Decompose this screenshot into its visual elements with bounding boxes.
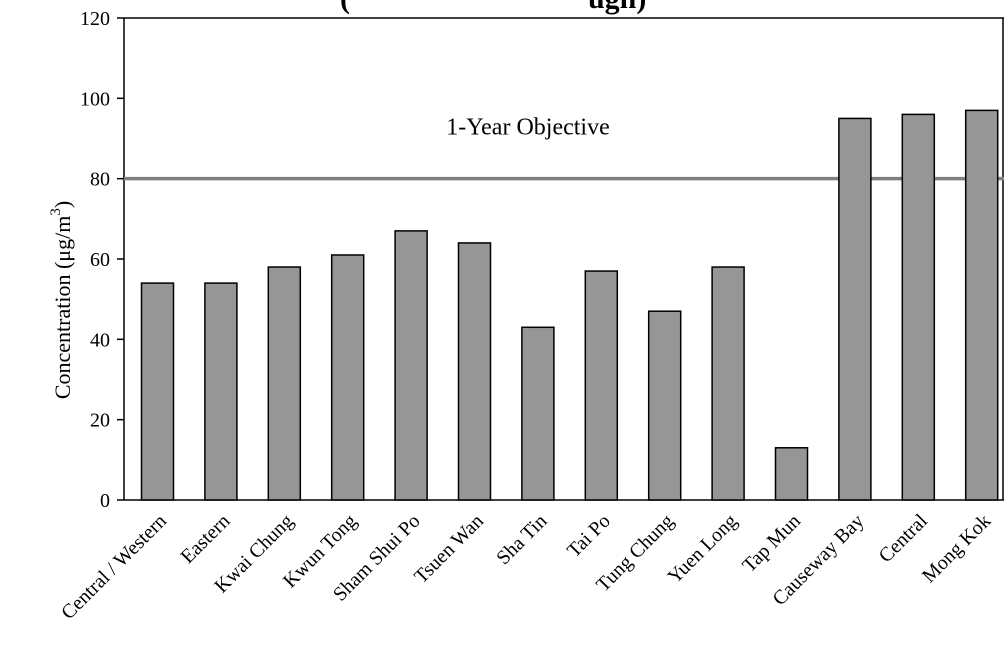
- bar: [964, 109, 999, 501]
- bar: [647, 310, 682, 501]
- x-tick-label: Mong Kok: [918, 510, 995, 587]
- x-tick-label: Yuen Long: [664, 510, 742, 588]
- y-tick-label: 60: [90, 249, 110, 271]
- y-tick-label: 20: [90, 410, 110, 432]
- reference-line-label: 1-Year Objective: [446, 114, 610, 140]
- chart-title-fragment: (: [340, 0, 350, 15]
- bar: [267, 266, 302, 501]
- bar: [394, 230, 428, 501]
- x-tick-label: Sha Tin: [492, 510, 551, 569]
- bar: [204, 282, 238, 501]
- x-tick-label: Central / Western: [57, 510, 171, 624]
- bar: [711, 266, 745, 501]
- chart-title-fragment-end: ugh): [588, 0, 646, 15]
- y-axis-title: Concentration (μg/m3): [48, 201, 75, 399]
- y-axis-ticks: 0 20 40 60 80 100 120: [80, 8, 124, 512]
- x-tick-label: Central: [875, 510, 932, 567]
- y-tick-label: 40: [90, 329, 110, 351]
- y-axis-title-close: ): [50, 201, 75, 208]
- bar: [901, 113, 936, 501]
- y-tick-label: 0: [100, 490, 110, 512]
- bar: [457, 242, 492, 501]
- x-tick-label: Tai Po: [563, 510, 615, 562]
- bar: [838, 117, 872, 501]
- y-tick-label: 120: [80, 8, 110, 30]
- bar: [584, 270, 619, 501]
- y-tick-label: 80: [90, 169, 110, 191]
- y-axis-title-superscript: 3: [48, 208, 64, 216]
- axes: [123, 17, 1004, 501]
- x-tick-label: Eastern: [176, 510, 234, 568]
- bar: [774, 447, 809, 501]
- bar: [140, 282, 175, 501]
- bars: [140, 109, 999, 501]
- reference-line-group: 1-Year Objective: [124, 114, 1004, 181]
- bar: [330, 254, 365, 501]
- x-tick-label: Tsuen Wan: [410, 510, 488, 588]
- bar: [521, 326, 555, 501]
- y-tick-label: 100: [80, 88, 110, 110]
